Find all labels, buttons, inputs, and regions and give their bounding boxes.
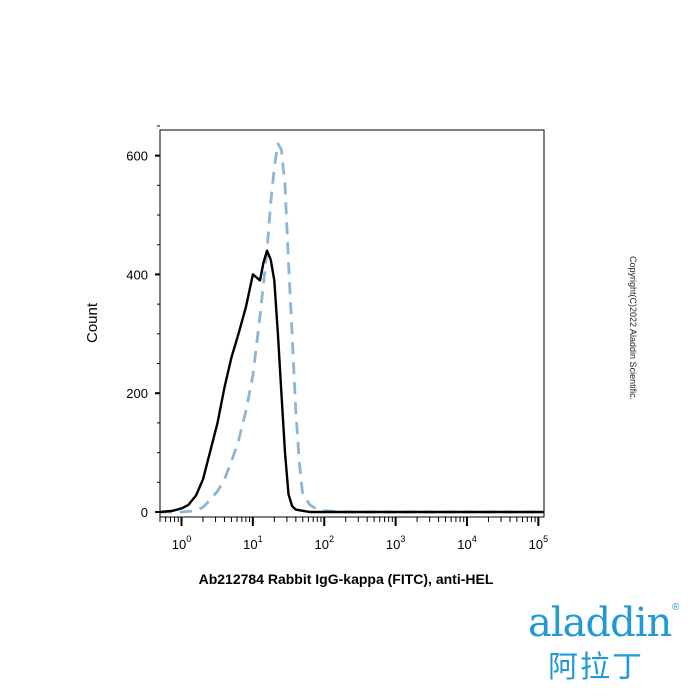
logo-chinese-name: 阿拉丁 bbox=[548, 650, 644, 685]
aladdin-logo: aladdin ® 阿拉丁 bbox=[520, 600, 690, 690]
plot-frame bbox=[159, 129, 545, 518]
series-group bbox=[159, 142, 544, 514]
y-tick-label: 400 bbox=[126, 267, 148, 282]
logo-registered-mark: ® bbox=[672, 602, 680, 613]
x-tick-label: 104 bbox=[457, 534, 476, 552]
x-axis-label: Ab212784 Rabbit IgG-kappa (FITC), anti-H… bbox=[199, 571, 494, 587]
x-tick-label: 102 bbox=[314, 534, 333, 552]
y-tick-label: 200 bbox=[126, 386, 148, 401]
y-axis-label: Count bbox=[84, 302, 101, 343]
x-tick-label: 103 bbox=[386, 534, 405, 552]
series-solid-line bbox=[159, 249, 544, 514]
y-tick-label: 0 bbox=[141, 505, 148, 520]
copyright-notice: Copyright(C)2022 Aladdin Scientific. bbox=[628, 256, 638, 401]
x-tick-label: 105 bbox=[529, 534, 548, 552]
series-dashed-line bbox=[160, 142, 544, 514]
x-tick-label: 101 bbox=[243, 534, 262, 552]
axes-group: 0 200 400 600 100 101 102 103 104 105 bbox=[126, 125, 548, 552]
logo-wordmark: aladdin bbox=[528, 600, 672, 646]
y-tick-label: 600 bbox=[126, 149, 148, 164]
x-tick-label: 100 bbox=[172, 534, 191, 552]
